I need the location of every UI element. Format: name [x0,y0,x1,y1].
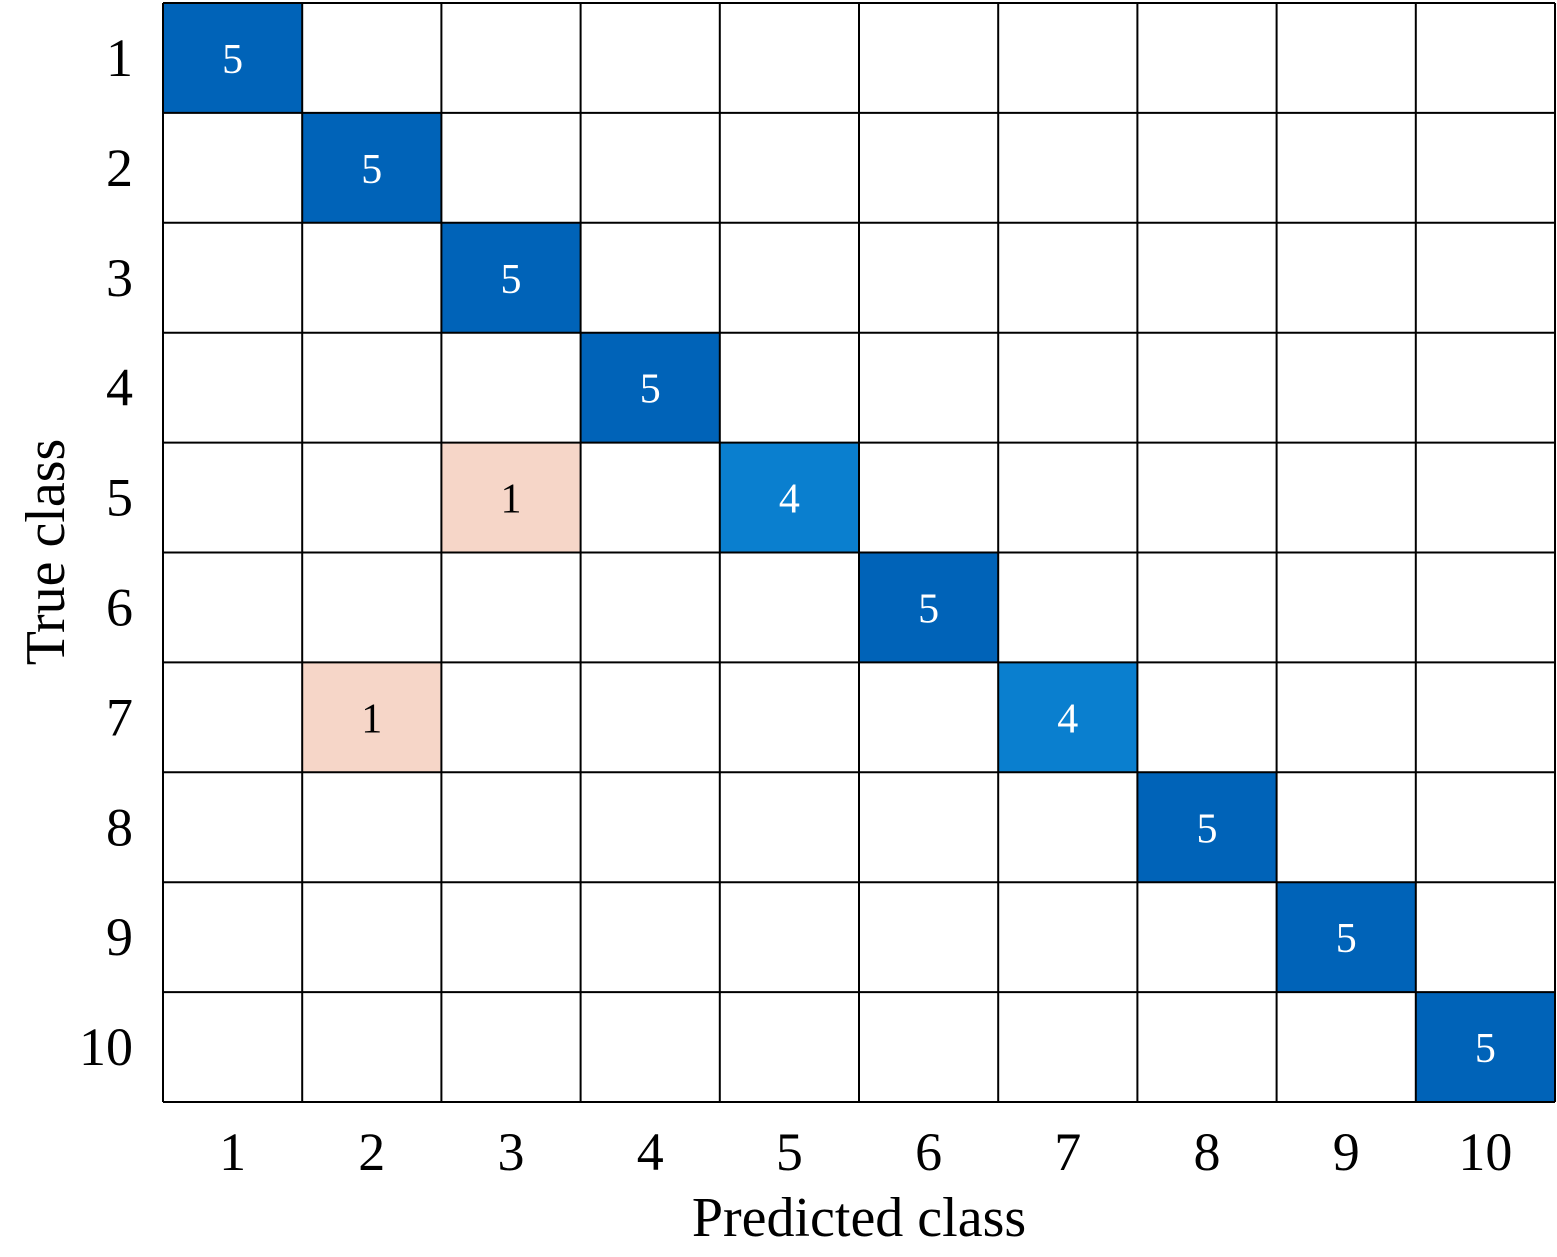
y-tick-label: 3 [106,248,133,308]
y-tick-label: 5 [106,468,133,528]
matrix-cell-10-10 [1415,992,1555,1102]
x-tick-label: 6 [915,1122,942,1182]
y-tick-label: 10 [79,1017,133,1077]
matrix-cell-5-5 [719,442,859,553]
x-tick-label: 1 [219,1122,246,1182]
y-tick-label: 4 [106,358,133,418]
y-tick-label: 2 [106,138,133,198]
y-tick-label: 1 [106,28,133,88]
y-tick-label: 9 [106,907,133,967]
matrix-cell-2-2 [302,112,442,223]
matrix-cell-7-7 [998,662,1138,773]
cell-value-9-9: 5 [1336,916,1357,962]
x-tick-label: 3 [498,1122,525,1182]
x-tick-label: 9 [1333,1122,1360,1182]
y-axis-label: True class [15,439,77,666]
cell-value-5-5: 4 [779,477,800,523]
y-tick-label: 6 [106,577,133,637]
matrix-cell-1-1 [163,3,303,113]
cell-value-4-4: 5 [640,367,661,413]
cell-value-8-8: 5 [1197,806,1218,852]
cell-labels-layer: 5 5 5 5 1 4 5 1 4 5 5 5 [222,37,1496,1072]
matrix-cell-5-3 [441,442,581,553]
x-tick-label: 2 [358,1122,385,1182]
cell-value-10-10: 5 [1475,1026,1496,1072]
matrix-cell-3-3 [441,222,581,333]
matrix-cell-6-6 [859,552,999,663]
x-tick-label: 8 [1194,1122,1221,1182]
cell-value-5-3: 1 [501,477,522,523]
cell-value-3-3: 5 [501,257,522,303]
y-tick-label: 7 [106,687,133,747]
cell-value-2-2: 5 [361,147,382,193]
x-tick-label: 7 [1054,1122,1081,1182]
cell-value-7-7: 4 [1057,696,1078,742]
x-tick-label: 4 [637,1122,664,1182]
matrix-cell-7-2 [302,662,442,773]
x-tick-label: 5 [776,1122,803,1182]
cell-value-7-2: 1 [361,696,382,742]
x-tick-label: 10 [1458,1122,1512,1182]
cell-value-1-1: 5 [222,37,243,83]
matrix-cell-4-4 [580,332,720,443]
grid-layer [162,2,1556,1103]
y-tick-label: 8 [106,797,133,857]
matrix-cell-8-8 [1137,772,1277,883]
cell-value-6-6: 5 [918,586,939,632]
x-axis-label: Predicted class [692,1187,1026,1249]
matrix-cell-9-9 [1276,882,1416,993]
cells-layer [163,3,1555,1102]
ticks-layer: 1 2 3 4 5 6 7 8 9 10 1 2 3 4 5 6 7 8 9 10 [79,28,1512,1182]
